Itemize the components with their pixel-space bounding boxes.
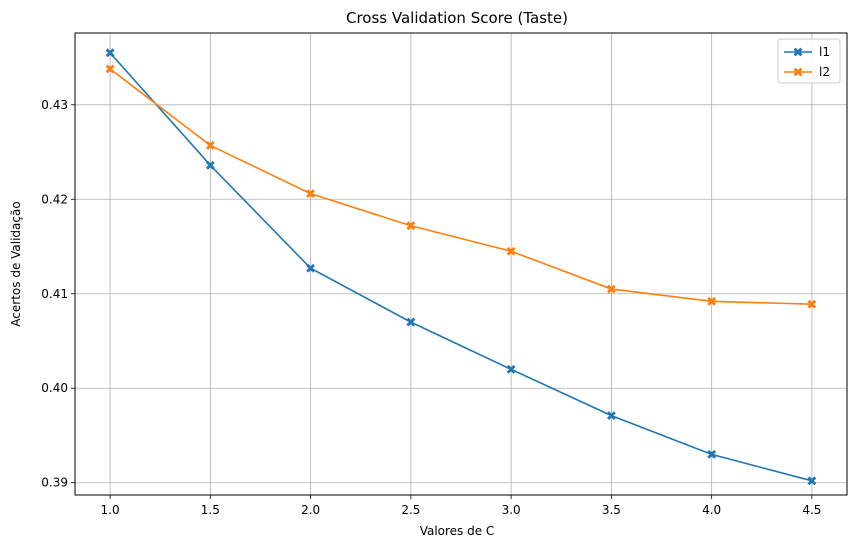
data-point-l1 (306, 263, 316, 273)
x-tick-label: 2.0 (301, 503, 320, 517)
legend-label-l2: l2 (819, 65, 830, 79)
x-tick-label: 3.0 (502, 503, 521, 517)
data-point-l2 (807, 299, 817, 309)
x-tick-label: 2.5 (401, 503, 420, 517)
data-point-l2 (707, 296, 717, 306)
x-axis-label: Valores de C (420, 524, 495, 538)
chart-title: Cross Validation Score (Taste) (346, 9, 568, 27)
y-tick-label: 0.40 (41, 381, 68, 395)
x-axis-ticks: 1.0 1.5 2.0 2.5 3.0 3.5 4.0 4.5 (101, 495, 821, 517)
data-point-l1 (105, 48, 115, 58)
y-tick-label: 0.41 (41, 287, 68, 301)
x-tick-label: 4.5 (802, 503, 821, 517)
plot-area-frame (74, 32, 848, 496)
data-point-l2 (205, 141, 215, 150)
legend-marker-l2 (793, 67, 803, 77)
data-point-l2 (105, 64, 115, 74)
x-tick-label: 1.0 (101, 503, 120, 517)
series-line-l1 (109, 52, 813, 482)
data-point-l1 (205, 160, 215, 170)
y-tick-label: 0.39 (41, 476, 68, 490)
data-point-l1 (807, 476, 817, 486)
y-tick-label: 0.43 (41, 98, 68, 112)
x-tick-label: 4.0 (702, 503, 721, 517)
series-l2 (105, 64, 817, 309)
data-point-l2 (606, 284, 616, 294)
x-tick-label: 1.5 (201, 503, 220, 517)
y-tick-label: 0.42 (41, 192, 68, 206)
legend-box (777, 38, 841, 84)
data-point-l1 (406, 317, 416, 327)
legend-marker-l1 (793, 47, 803, 57)
data-point-l2 (306, 189, 316, 199)
grid (75, 33, 847, 495)
data-point-l2 (406, 221, 416, 231)
series-layer (105, 48, 817, 486)
data-point-l1 (707, 449, 717, 459)
legend-label-l1: l1 (819, 45, 830, 59)
x-tick-label: 3.5 (602, 503, 621, 517)
data-point-l1 (606, 411, 616, 421)
series-l1 (105, 48, 817, 486)
y-axis-ticks: 0.39 0.40 0.41 0.42 0.43 (41, 98, 75, 490)
y-axis-label: Acertos de Validação (9, 201, 23, 326)
data-point-l1 (506, 364, 516, 374)
data-point-l2 (506, 246, 516, 256)
series-line-l2 (109, 68, 812, 305)
